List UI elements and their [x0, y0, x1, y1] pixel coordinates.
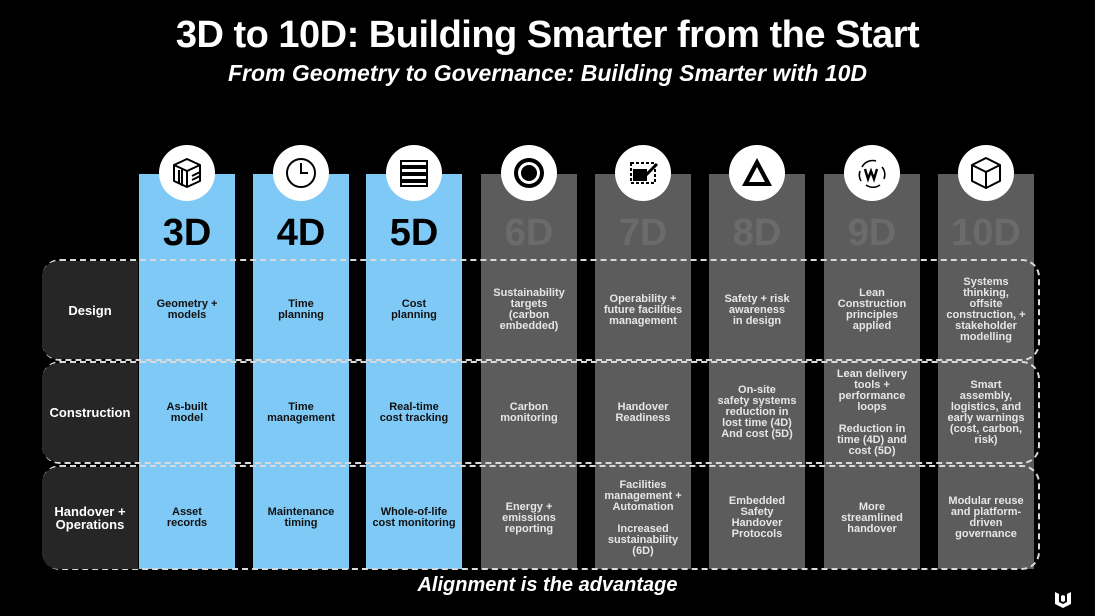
grid-cell: Safety + risk awareness in design	[724, 292, 790, 327]
page-subtitle: From Geometry to Governance: Building Sm…	[227, 60, 867, 86]
checklist-icon	[615, 145, 671, 201]
money-stack-icon	[386, 145, 442, 201]
clock-icon	[273, 145, 329, 201]
cube-icon	[958, 145, 1014, 201]
grid-cell: Maintenance timing	[267, 506, 335, 529]
dimension-column-6d	[481, 174, 577, 569]
grid-cell: Energy + emissions reporting	[502, 500, 556, 535]
grid-cell: Operability + future facilities manageme…	[603, 292, 683, 327]
grid-cell: Asset records	[166, 506, 208, 529]
dimension-label: 9D	[847, 212, 897, 254]
grid-cell: Lean delivery tools + performance loops …	[836, 367, 908, 457]
grid-cell: Time management	[267, 400, 335, 424]
page-title: 3D to 10D: Building Smarter from the Sta…	[175, 14, 920, 56]
dimension-column-7d	[595, 174, 691, 569]
dimension-column-4d	[253, 174, 349, 569]
dimension-column-5d	[366, 174, 462, 569]
grid-cell: Carbon monitoring	[500, 400, 558, 424]
cube-layers-icon	[159, 145, 215, 201]
warning-triangle-icon	[729, 145, 785, 201]
grid-cell: Smart assembly, logistics, and early war…	[947, 378, 1025, 446]
grid-cell: Time planning	[278, 298, 324, 321]
target-icon	[501, 145, 557, 201]
lean-cycle-icon	[844, 145, 900, 201]
grid-cell: Real-time cost tracking	[379, 400, 449, 424]
grid-cell: Cost planning	[391, 298, 437, 321]
grid-cell: Sustainability targets (carbon embedded)	[493, 287, 565, 332]
footer-tagline: Alignment is the advantage	[417, 574, 678, 596]
row-header: Construction	[42, 363, 138, 462]
grid-cell: As-built model	[166, 400, 208, 424]
grid-cell: Embedded Safety Handover Protocols	[728, 495, 786, 540]
brand-logo-icon	[1055, 592, 1071, 608]
grid-cell: More streamlined handover	[841, 500, 903, 535]
grid-cell: Systems thinking, offsite construction, …	[946, 276, 1026, 343]
grid-cell: Facilities management + Automation Incre…	[604, 478, 682, 557]
dimension-label: 10D	[951, 212, 1021, 254]
grid-cell: Geometry + models	[156, 298, 218, 321]
dimension-label: 4D	[276, 212, 326, 254]
dimension-column-3d	[139, 174, 235, 569]
dimension-column-8d	[709, 174, 805, 569]
dimension-label: 5D	[389, 212, 439, 254]
row-header: Design	[42, 261, 138, 359]
dimension-label: 6D	[504, 212, 554, 254]
grid-cell: Modular reuse and platform- driven gover…	[948, 495, 1024, 540]
dimension-label: 8D	[732, 212, 782, 254]
dimension-column-10d	[938, 174, 1034, 569]
row-header: Handover + Operations	[42, 467, 138, 569]
dimension-column-9d	[824, 174, 920, 569]
grid-cell: Lean Construction principles applied	[837, 287, 907, 332]
dimension-label: 7D	[618, 212, 668, 254]
grid-cell: Whole-of-life cost monitoring	[372, 506, 456, 529]
dimension-label: 3D	[162, 212, 212, 254]
grid-cell: Handover Readiness	[615, 400, 671, 424]
grid-cell: On-site safety systems reduction in lost…	[717, 384, 797, 440]
